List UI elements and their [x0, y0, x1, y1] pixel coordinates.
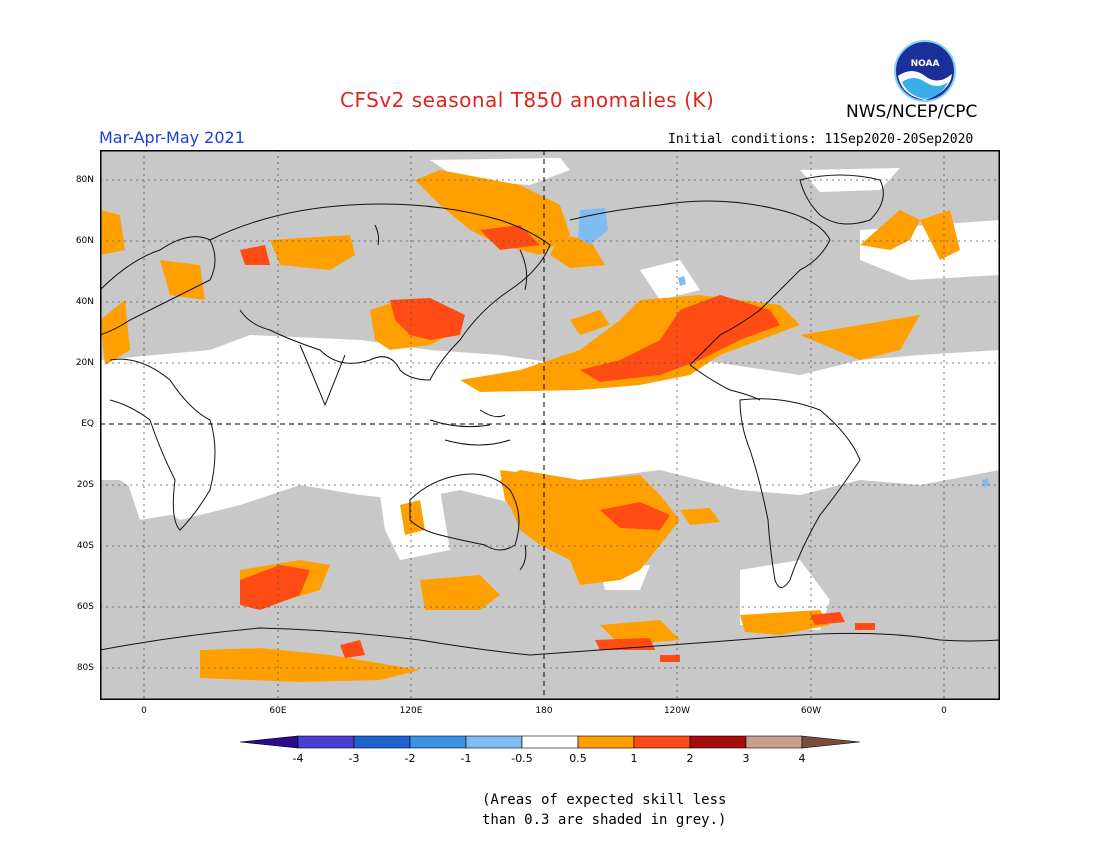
lon-label-120w: 120W	[663, 706, 691, 716]
lat-label-80s: 80S	[76, 663, 94, 673]
lat-lon-grid	[100, 150, 1000, 700]
lat-label-20n: 20N	[75, 358, 94, 368]
legend-label-4: 4	[798, 752, 806, 765]
agency-label: NWS/NCEP/CPC	[846, 102, 978, 122]
map-frame	[100, 150, 1000, 700]
lat-label-40n: 40N	[75, 297, 94, 307]
lon-label-120e: 120E	[399, 706, 423, 716]
noaa-logo: NOAA	[894, 40, 956, 102]
legend-swatch-3	[409, 735, 467, 749]
svg-text:NOAA: NOAA	[911, 59, 940, 69]
legend-swatch-above-max	[801, 735, 861, 749]
lon-label-60e: 60E	[269, 706, 287, 716]
color-legend	[239, 735, 861, 749]
legend-swatch-4	[465, 735, 523, 749]
legend-label-minus-4: -4	[292, 752, 304, 765]
lat-label-20s: 20S	[76, 480, 94, 490]
strong-warm-anomaly-regions	[240, 225, 875, 662]
lon-label-0: 0	[141, 706, 147, 716]
legend-swatch-1	[297, 735, 355, 749]
legend-label-minus-0-5: -0.5	[511, 752, 533, 765]
legend-label-minus-1: -1	[460, 752, 472, 765]
legend-swatch-7	[633, 735, 691, 749]
legend-label-0-5: 0.5	[569, 752, 587, 765]
legend-label-3: 3	[742, 752, 750, 765]
skill-footnote-line1: (Areas of expected skill less	[482, 792, 727, 808]
coastlines	[100, 174, 1000, 656]
lat-label-eq: EQ	[81, 419, 94, 429]
map-title: CFSv2 seasonal T850 anomalies (K)	[340, 88, 715, 112]
lat-label-80n: 80N	[75, 175, 94, 185]
lon-label-180: 180	[535, 706, 553, 716]
legend-label-2: 2	[686, 752, 694, 765]
legend-label-1: 1	[630, 752, 638, 765]
legend-label-minus-3: -3	[348, 752, 360, 765]
skill-footnote-line2: than 0.3 are shaded in grey.)	[482, 812, 727, 828]
lon-label-60w: 60W	[800, 706, 822, 716]
lat-label-40s: 40S	[76, 541, 94, 551]
legend-swatch-6	[577, 735, 635, 749]
legend-swatch-5	[521, 735, 579, 749]
cold-anomaly-regions	[578, 208, 989, 487]
season-label: Mar-Apr-May 2021	[99, 128, 245, 147]
legend-swatch-9	[745, 735, 803, 749]
lat-label-60n: 60N	[75, 236, 94, 246]
lat-label-60s: 60S	[76, 602, 94, 612]
anomaly-map	[100, 150, 1000, 700]
legend-swatch-2	[353, 735, 411, 749]
legend-swatch-8	[689, 735, 747, 749]
legend-label-minus-2: -2	[404, 752, 416, 765]
lon-label-0-east: 0	[941, 706, 947, 716]
initial-conditions-label: Initial conditions: 11Sep2020-20Sep2020	[668, 132, 974, 147]
equator-dateline	[100, 150, 1000, 700]
legend-swatch-below-min	[239, 735, 299, 749]
